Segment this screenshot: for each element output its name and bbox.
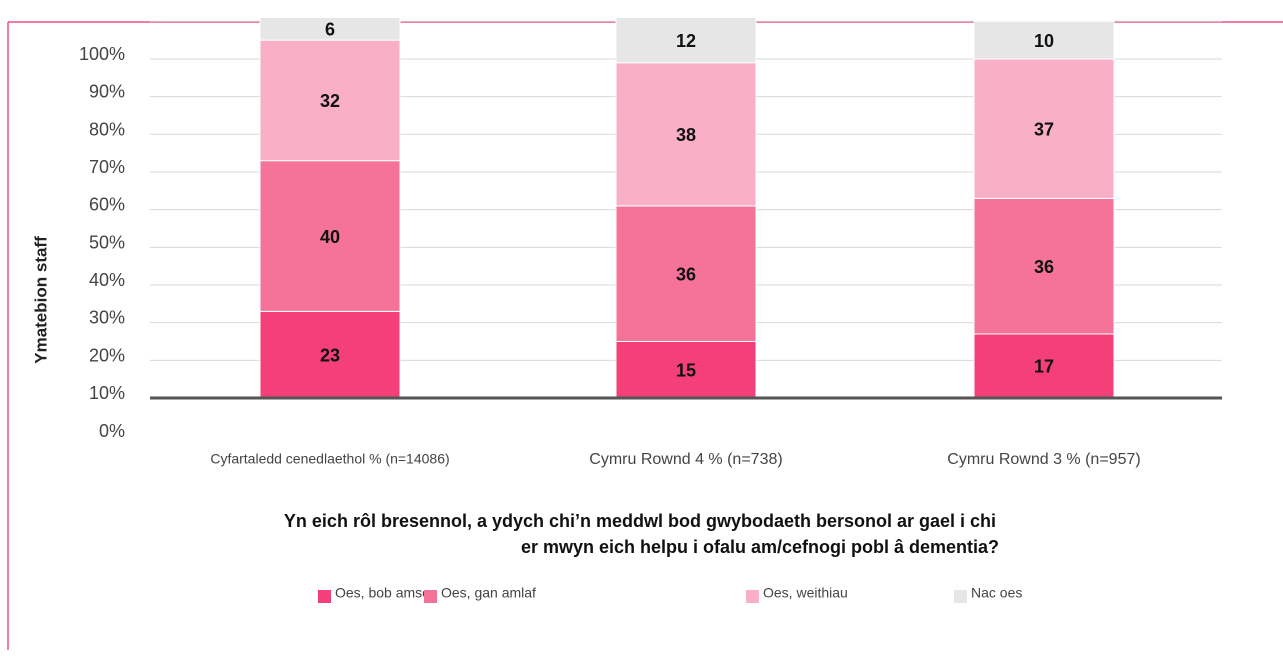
- chart-title: Yn eich rôl bresennol, a ydych chi’n med…: [284, 511, 996, 531]
- y-tick-label: 90%: [89, 82, 125, 102]
- y-tick-label: 20%: [89, 345, 125, 365]
- y-tick-label: 60%: [89, 195, 125, 215]
- chart-title: er mwyn eich helpu i ofalu am/cefnogi po…: [521, 537, 999, 557]
- legend-label: Oes, bob amser: [335, 585, 435, 601]
- legend-label: Oes, gan amlaf: [441, 585, 536, 601]
- value-label: 32: [320, 91, 340, 111]
- legend-swatch: [746, 590, 759, 603]
- bar-segment: [259, 160, 401, 312]
- value-label: 17: [1034, 357, 1054, 377]
- y-tick-label: 30%: [89, 308, 125, 328]
- value-label: 6: [325, 20, 335, 40]
- legend-label: Oes, weithiau: [763, 585, 848, 601]
- x-tick-label: Cymru Rownd 4 % (n=738): [589, 451, 782, 468]
- y-axis-label: Ymatebion staff: [31, 236, 50, 364]
- legend-swatch: [424, 590, 437, 603]
- value-label: 40: [320, 227, 340, 247]
- value-label: 15: [676, 360, 696, 380]
- y-tick-label: 40%: [89, 270, 125, 290]
- bar-segment: [615, 62, 757, 207]
- value-label: 12: [676, 31, 696, 51]
- y-tick-label: 70%: [89, 157, 125, 177]
- bar-segment: [973, 197, 1115, 335]
- y-tick-label: 80%: [89, 119, 125, 139]
- value-label: 10: [1034, 31, 1054, 51]
- x-tick-label: Cyfartaledd cenedlaethol % (n=14086): [210, 451, 449, 467]
- value-label: 37: [1034, 119, 1054, 139]
- bar-segment: [259, 17, 401, 41]
- legend-swatch: [318, 590, 331, 603]
- y-tick-label: 50%: [89, 232, 125, 252]
- value-label: 36: [1034, 257, 1054, 277]
- bar-segment: [259, 39, 401, 162]
- value-label: 36: [676, 264, 696, 284]
- y-tick-label: 100%: [79, 44, 125, 64]
- bar-segment: [259, 310, 401, 399]
- y-tick-label: 10%: [89, 383, 125, 403]
- bar-segment: [615, 205, 757, 342]
- legend-swatch: [954, 590, 967, 603]
- value-label: 38: [676, 125, 696, 145]
- value-label: 23: [320, 345, 340, 365]
- bar-segment: [615, 340, 757, 399]
- bar-segment: [973, 58, 1115, 199]
- legend-label: Nac oes: [971, 585, 1022, 601]
- bar-segment: [615, 17, 757, 64]
- bar-segment: [973, 20, 1115, 60]
- y-tick-label: 0%: [99, 421, 125, 441]
- x-tick-label: Cymru Rownd 3 % (n=957): [947, 451, 1140, 468]
